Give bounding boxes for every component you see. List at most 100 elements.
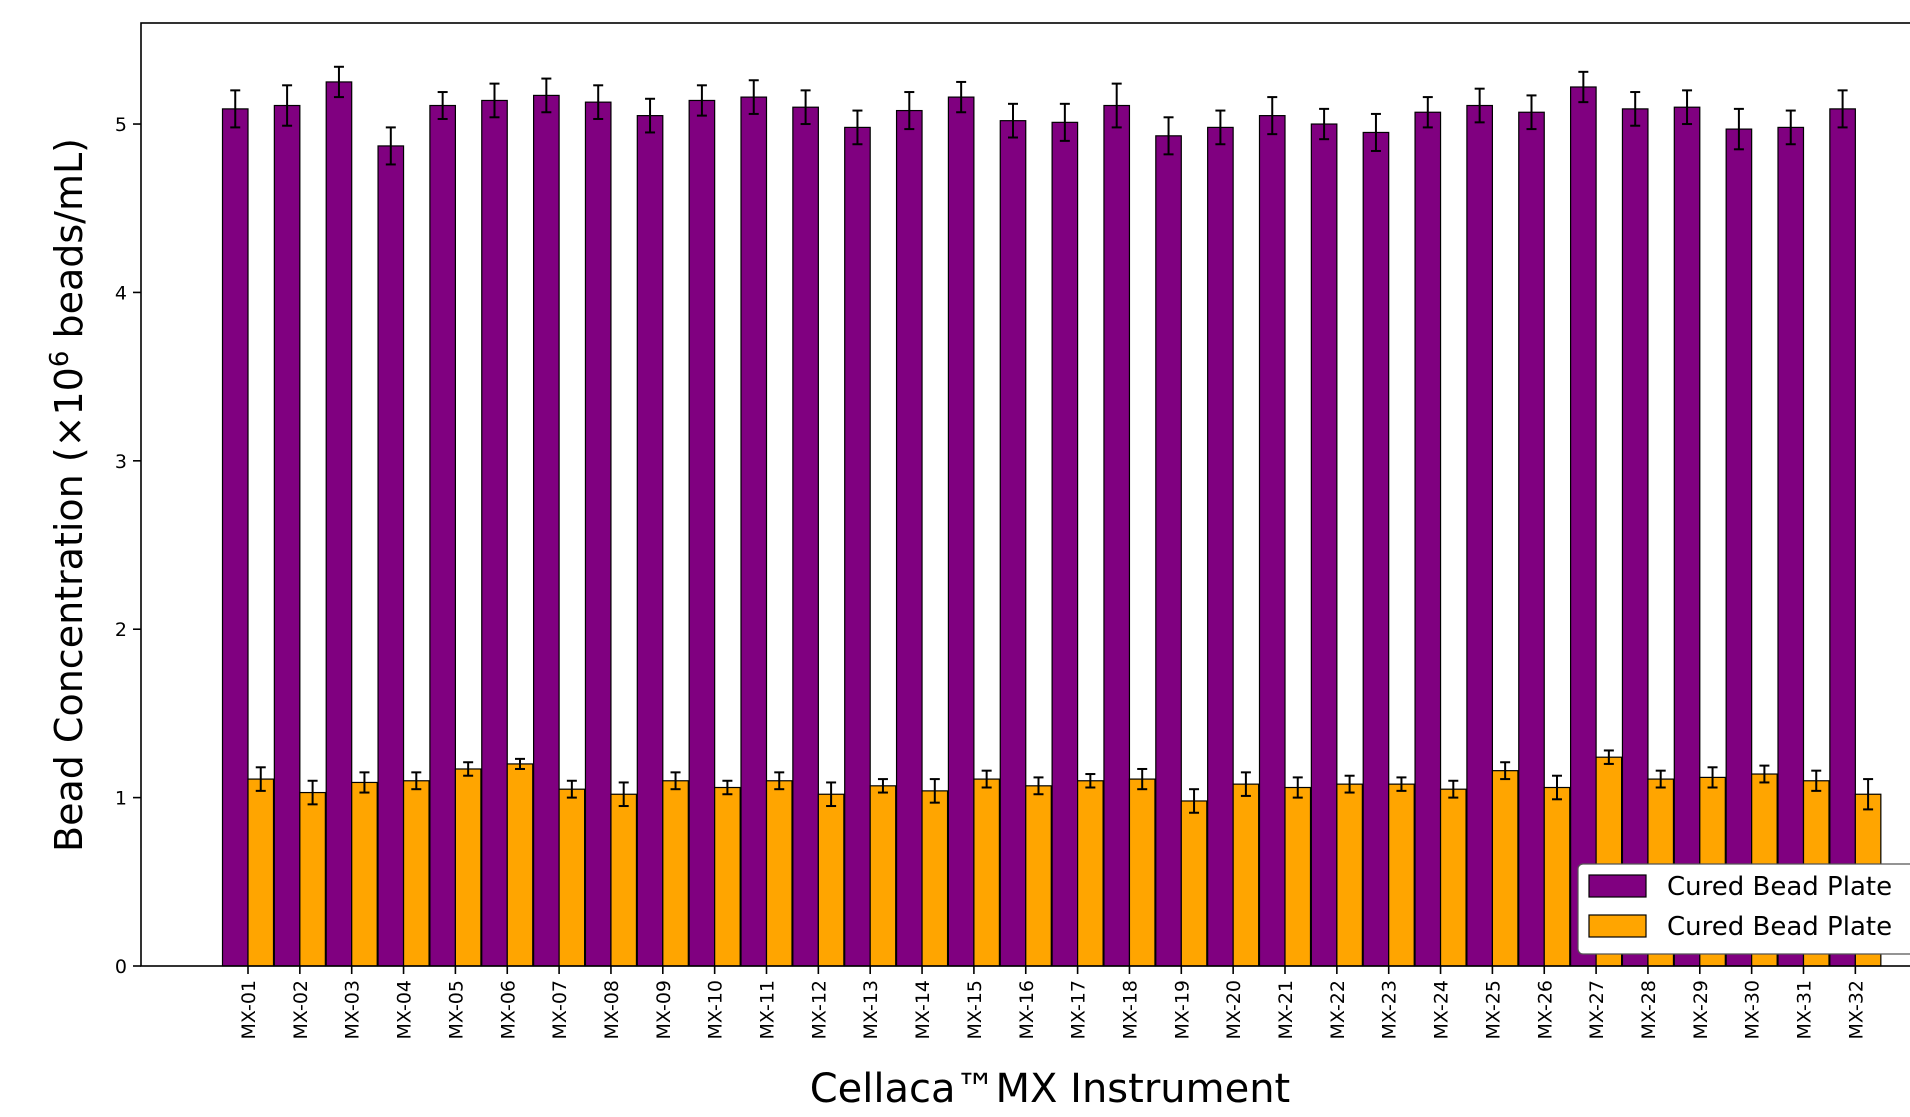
x-tick-label: MX-32 [1845, 980, 1867, 1040]
x-tick-label: MX-09 [653, 980, 675, 1040]
bar-series-1 [1051, 121, 1079, 967]
bar-series-1 [740, 96, 768, 967]
bar-series-1 [1518, 111, 1545, 967]
error-bar [1344, 774, 1355, 794]
error-bar [1552, 774, 1562, 801]
x-tick-label: MX-06 [497, 980, 519, 1040]
error-bar [956, 80, 967, 114]
bar-series-1 [532, 94, 560, 967]
error-bar [1163, 116, 1174, 156]
error-bar [230, 89, 241, 129]
bar-series-2 [299, 791, 326, 967]
x-tick-label: MX-18 [1119, 980, 1141, 1040]
x-tick-label: MX-19 [1171, 980, 1193, 1040]
error-bar [904, 91, 915, 131]
bar-series-1 [273, 104, 301, 967]
x-tick-label: MX-11 [757, 980, 779, 1040]
legend-box [1577, 863, 1910, 955]
bar-series-2 [610, 793, 638, 967]
y-axis: 0 1 2 3 4 5 [115, 114, 141, 978]
bar-series-1 [1466, 104, 1494, 967]
error-bar [1422, 96, 1433, 129]
x-tick-label: MX-20 [1223, 980, 1245, 1040]
bar-series-1 [636, 115, 664, 967]
x-tick-label: MX-08 [601, 980, 623, 1040]
error-bar [1500, 761, 1511, 781]
error-bar [333, 65, 344, 99]
error-bar [1578, 70, 1589, 104]
bar-series-2 [817, 793, 845, 967]
error-bar [1059, 102, 1070, 142]
bar-series-2 [1128, 778, 1156, 967]
error-bar [1811, 769, 1822, 792]
error-bar [282, 84, 293, 127]
error-bar [1240, 771, 1251, 797]
error-bar [1111, 82, 1122, 129]
y-tick-label: 0 [115, 956, 127, 978]
error-bar [696, 84, 707, 117]
bar-series-2 [454, 768, 482, 967]
bar-series-2 [1336, 783, 1363, 967]
x-tick-label: MX-01 [238, 980, 260, 1040]
x-tick-label: MX-23 [1379, 980, 1401, 1040]
error-bar [1396, 776, 1407, 792]
error-bar [566, 779, 577, 799]
error-bar [1137, 767, 1148, 791]
bar-series-1 [1725, 128, 1753, 967]
x-tick-label: MX-02 [290, 980, 312, 1040]
x-tick-label: MX-24 [1431, 980, 1453, 1040]
error-bar [645, 97, 656, 134]
bar-series-1 [688, 99, 716, 967]
bar-series-1 [1414, 111, 1442, 967]
error-bar [593, 84, 604, 120]
error-bar [1033, 776, 1044, 796]
y-tick-label: 1 [115, 788, 127, 810]
bar-series-2 [1388, 783, 1415, 967]
bar-series-1 [1103, 104, 1131, 967]
legend: Cured Bead Plate Cured Bead Plate [1577, 863, 1910, 955]
bar-series-2 [921, 790, 949, 967]
x-tick-label: MX-07 [549, 980, 571, 1040]
x-tick-label: MX-04 [394, 980, 416, 1040]
x-tick-label: MX-17 [1068, 980, 1090, 1040]
y-axis-title: Bead Concentration (×106 beads/mL) [45, 138, 91, 852]
bar-series-2 [1025, 785, 1052, 967]
bar-series-1 [1777, 126, 1805, 967]
error-bar [411, 771, 422, 791]
error-bar [541, 77, 552, 114]
error-bar [852, 109, 863, 146]
bar-series-1 [1621, 108, 1649, 967]
error-bar [877, 778, 888, 794]
error-bar [670, 771, 681, 791]
x-tick-label: MX-30 [1742, 980, 1764, 1040]
error-bar [800, 89, 811, 126]
error-bar [929, 778, 940, 804]
error-bar [1319, 107, 1330, 141]
error-bar [1785, 109, 1796, 146]
x-tick-label: MX-21 [1275, 980, 1297, 1040]
bar-series-2 [973, 778, 1001, 967]
error-bar [748, 79, 759, 115]
bar-series-2 [558, 788, 586, 967]
x-tick-label: MX-25 [1482, 980, 1504, 1040]
bar-series-1 [792, 106, 819, 967]
error-bar [307, 779, 318, 806]
error-bar [1630, 91, 1641, 127]
bar-series-1 [844, 126, 871, 967]
legend-swatch [1588, 914, 1647, 938]
x-axis: MX-01 MX-02 MX-03 MX-04 MX-05 MX-06 MX-07 MX-08… [238, 966, 1867, 1040]
bar-series-1 [1310, 123, 1338, 967]
bar-series-1 [584, 101, 612, 967]
bar-series-1 [1673, 106, 1701, 967]
bar-series-1 [1829, 108, 1856, 967]
y-tick-label: 5 [115, 114, 127, 136]
error-bar [463, 761, 474, 777]
error-bar [774, 771, 785, 791]
plot-area-frame [140, 22, 1910, 967]
bar-series-1 [221, 108, 249, 967]
bar-series-1 [481, 99, 508, 967]
bar-series-1 [1362, 131, 1390, 967]
error-bar [1682, 89, 1693, 126]
bar-series-2 [765, 780, 793, 967]
